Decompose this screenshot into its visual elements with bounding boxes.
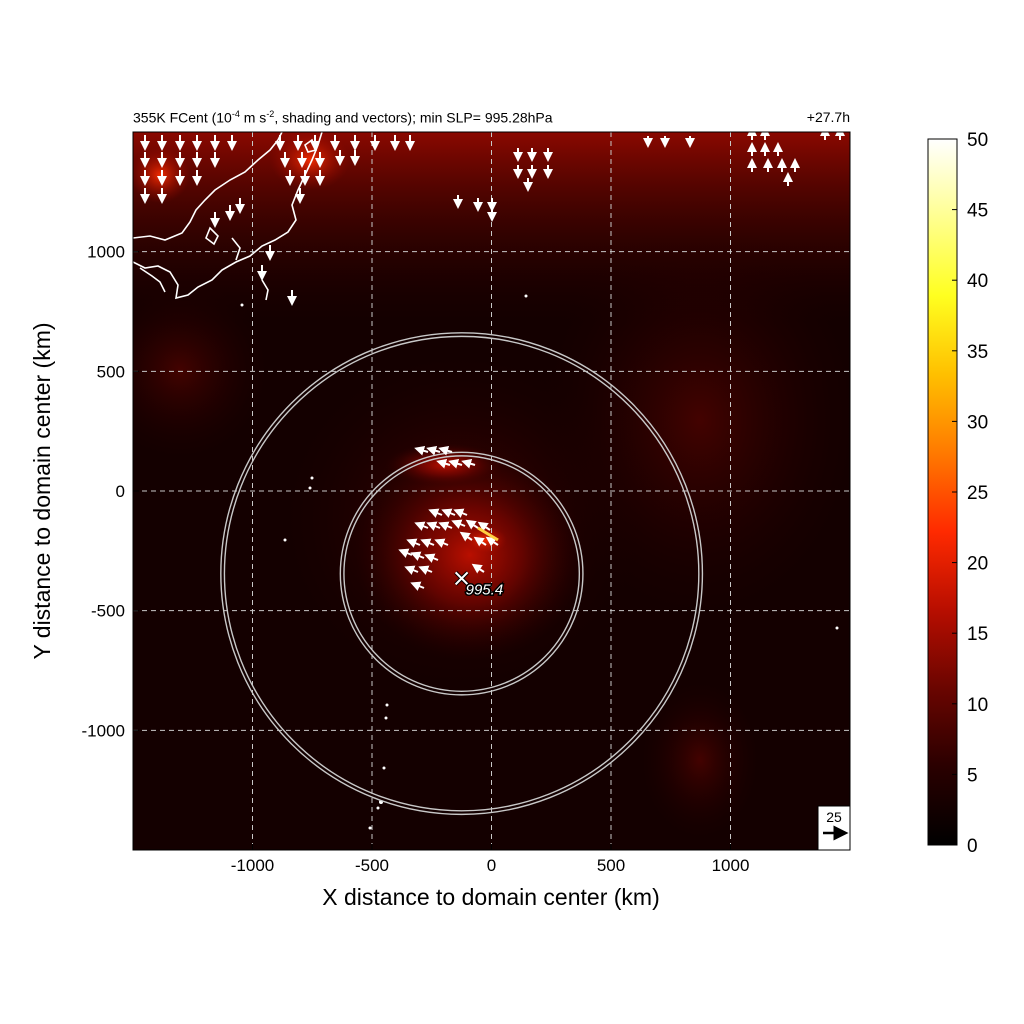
min-slp-label: 995.4 [466, 581, 504, 598]
x-tick-label: -500 [355, 856, 389, 875]
x-axis-ticks: -1000 -500 0 500 1000 [231, 844, 750, 875]
radius-circle [223, 335, 700, 812]
wind-vector [404, 565, 419, 575]
colorbar-tick-label: 25 [967, 483, 988, 504]
x-tick-label: 0 [487, 856, 496, 875]
wind-vector [473, 536, 487, 547]
colorbar-tick-label: 15 [967, 624, 988, 645]
center-x [454, 571, 469, 586]
wind-vector [485, 536, 499, 547]
y-tick-label: -500 [91, 602, 125, 621]
wind-vector [451, 519, 466, 529]
colorbar-tick-label: 20 [967, 554, 988, 575]
islands [240, 294, 839, 830]
wind-vector [461, 458, 476, 469]
colorbar-tick-label: 5 [967, 765, 978, 786]
reference-vector-label: 25 [826, 809, 842, 825]
colorbar-tick-label: 50 [967, 130, 988, 151]
x-axis-label: X distance to domain center (km) [322, 884, 659, 910]
chart-title: 355K FCent (10-4 m s-2, shading and vect… [133, 109, 553, 126]
wind-vector [471, 563, 485, 574]
coastline [133, 132, 283, 241]
storm-center-marker: 995.4 [454, 570, 505, 600]
x-tick-label: -1000 [231, 856, 274, 875]
radius-circle [220, 332, 704, 816]
wind-vector [428, 508, 443, 518]
wind-vector [406, 538, 421, 548]
colorbar-tick-label: 40 [967, 271, 988, 292]
y-tick-label: 1000 [87, 243, 125, 262]
colorbar-tick-label: 10 [967, 695, 988, 716]
colorbar-ticks: 0 5 10 15 20 25 30 35 40 45 50 [952, 130, 988, 857]
wind-vector [453, 508, 468, 518]
wind-vector [420, 538, 435, 548]
strong-wind-vector [477, 526, 499, 542]
y-axis-label: Y distance to domain center (km) [29, 322, 55, 659]
coastline [231, 237, 241, 261]
radius-circles [220, 332, 704, 816]
wind-vector [477, 521, 491, 532]
wind-vector [448, 458, 463, 469]
grid-lines [133, 132, 850, 850]
y-tick-label: 0 [116, 482, 125, 501]
reference-vector-box: 25 [817, 805, 851, 851]
x-tick-label: 500 [597, 856, 625, 875]
wind-vector [438, 445, 453, 456]
radius-circle [339, 451, 584, 696]
x-tick-label: 1000 [712, 856, 750, 875]
y-tick-label: -1000 [82, 721, 125, 740]
colorbar-tick-label: 35 [967, 342, 988, 363]
wind-vector [436, 458, 451, 469]
wind-vector [434, 538, 449, 548]
wind-vector [438, 521, 453, 531]
coastline [139, 267, 166, 293]
wind-vector [424, 553, 439, 563]
colorbar-tick-label: 0 [967, 836, 978, 857]
colorbar-tick-label: 30 [967, 412, 988, 433]
y-tick-label: 500 [97, 362, 125, 381]
coastline [261, 279, 269, 301]
coastline [205, 226, 219, 246]
radius-circle [343, 455, 581, 692]
forecast-time-label: +27.7h [806, 109, 850, 125]
colorbar-tick-label: 45 [967, 201, 988, 222]
wind-vector [410, 581, 425, 591]
wind-vector [465, 519, 479, 530]
wind-vector [410, 551, 425, 561]
y-axis-ticks: 1000 500 0 -500 -1000 [82, 243, 139, 740]
wind-vector [459, 531, 473, 542]
wind-vector [418, 565, 433, 575]
